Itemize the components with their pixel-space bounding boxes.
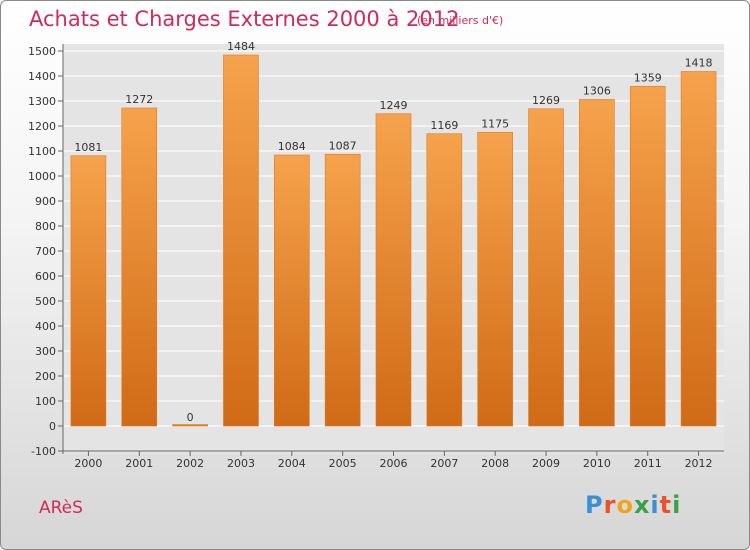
y-tick-label: 200 (35, 370, 56, 383)
x-tick-label: 2011 (634, 457, 662, 470)
y-tick-label: 1200 (28, 120, 56, 133)
x-tick-label: 2001 (125, 457, 153, 470)
y-tick-label: 900 (35, 195, 56, 208)
bar (172, 424, 208, 427)
data-label: 1081 (74, 141, 102, 154)
y-tick-label: 500 (35, 295, 56, 308)
y-axis: -100 0 100 200 300 400 500 600 700 800 900 1000 1100… (28, 44, 64, 458)
x-tick-label: 2007 (430, 457, 458, 470)
chart-subtitle: (en milliers d'€) (417, 14, 504, 27)
proxiti-logo: Proxiti (585, 491, 681, 519)
y-tick-label: -100 (31, 445, 56, 458)
bar (680, 71, 717, 427)
x-tick-label: 2004 (278, 457, 306, 470)
data-label: 1087 (329, 139, 357, 152)
y-tick-label: 800 (35, 220, 56, 233)
x-tick-label: 2010 (583, 457, 611, 470)
y-tick-label: 1300 (28, 95, 56, 108)
data-label: 1272 (125, 93, 153, 106)
logo-letter: t (659, 491, 673, 519)
x-tick-label: 2003 (227, 457, 255, 470)
y-tick-label: 300 (35, 345, 56, 358)
x-tick-label: 2000 (74, 457, 102, 470)
x-tick-label: 2012 (685, 457, 713, 470)
bar (324, 153, 361, 427)
x-tick-label: 2009 (532, 457, 560, 470)
bar (426, 133, 463, 427)
chart-title: Achats et Charges Externes 2000 à 2012 (29, 7, 460, 31)
data-label: 0 (187, 411, 194, 424)
bars (70, 54, 717, 427)
logo-letter: i (650, 491, 660, 519)
bar (375, 113, 412, 427)
logo-letter: P (585, 491, 604, 519)
bar (121, 107, 158, 427)
x-tick-label: 2006 (380, 457, 408, 470)
data-label: 1269 (532, 94, 560, 107)
data-label: 1084 (278, 140, 306, 153)
place-name: ARèS (39, 498, 83, 518)
data-label: 1359 (634, 71, 662, 84)
data-labels: 1081 1272 0 1484 1084 1087 1249 1169 1175 1269 130… (74, 40, 712, 424)
bar (274, 154, 310, 427)
y-tick-label: 600 (35, 270, 56, 283)
x-axis: 2000 2001 2002 2003 2004 2005 2006 2007 2008 2009… (63, 450, 724, 470)
data-label: 1418 (685, 57, 713, 70)
data-label: 1484 (227, 40, 255, 53)
x-tick-label: 2005 (329, 457, 357, 470)
y-tick-label: 400 (35, 320, 56, 333)
y-tick-label: 1000 (28, 170, 56, 183)
y-tick-label: 0 (49, 420, 56, 433)
logo-letter: x (633, 491, 651, 519)
bar (629, 85, 666, 427)
bar (579, 99, 615, 427)
logo-letter: i (672, 491, 682, 519)
y-tick-label: 1400 (28, 70, 56, 83)
bar (528, 108, 564, 427)
data-label: 1306 (583, 85, 611, 98)
data-label: 1249 (380, 99, 408, 112)
data-label: 1169 (430, 119, 458, 132)
x-tick-label: 2008 (481, 457, 509, 470)
y-tick-label: 1500 (28, 45, 56, 58)
bar (70, 155, 107, 427)
data-label: 1175 (481, 117, 509, 130)
logo-letter: o (616, 491, 634, 519)
bar (223, 54, 259, 427)
bar (477, 131, 513, 427)
x-tick-label: 2002 (176, 457, 204, 470)
y-tick-label: 700 (35, 245, 56, 258)
y-tick-label: 100 (35, 395, 56, 408)
y-tick-label: 1100 (28, 145, 56, 158)
logo-letter: r (603, 491, 617, 519)
